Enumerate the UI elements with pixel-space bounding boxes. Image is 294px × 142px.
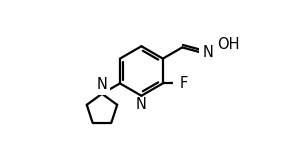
Text: N: N bbox=[96, 78, 107, 92]
Text: N: N bbox=[136, 97, 147, 112]
Text: OH: OH bbox=[217, 37, 239, 52]
Text: N: N bbox=[203, 45, 214, 60]
Text: F: F bbox=[180, 76, 188, 91]
